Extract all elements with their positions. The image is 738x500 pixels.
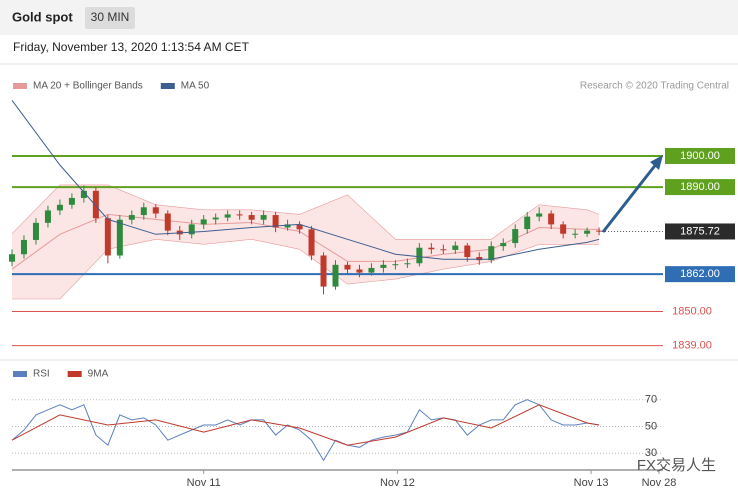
candle-body <box>524 216 531 230</box>
legend-swatch <box>13 83 27 89</box>
ma20-line <box>11 213 600 270</box>
candle-body <box>404 263 411 265</box>
candle-body <box>164 213 171 231</box>
legend-swatch <box>13 371 27 377</box>
candle-body <box>116 219 123 256</box>
legend-swatch <box>160 83 175 89</box>
candle-body <box>236 214 243 216</box>
candle-body <box>92 190 99 219</box>
candle-body <box>20 239 27 255</box>
watermark: FX交易人生 <box>637 456 716 474</box>
candle-body <box>152 207 159 214</box>
price-label-box <box>665 223 735 240</box>
price-label: 1862.00 <box>680 268 720 280</box>
candle-body <box>308 229 315 256</box>
bollinger-band <box>12 184 600 299</box>
source: Research © 2020 Trading Central <box>580 81 729 92</box>
candle-body <box>344 264 351 270</box>
price-label: 1890.00 <box>680 181 720 193</box>
candle-body <box>272 215 279 228</box>
y-tick-label: 30 <box>645 447 657 459</box>
candle-body <box>212 217 219 220</box>
candle-body <box>428 247 435 250</box>
timestamp: Friday, November 13, 2020 1:13:54 AM CET <box>13 40 250 54</box>
timeframe[interactable]: 30 MIN <box>91 10 130 24</box>
candle-body <box>560 224 567 234</box>
candle-body <box>356 269 363 273</box>
candle-body <box>572 233 579 235</box>
legend-label: MA 20 + Bollinger Bands <box>33 81 143 92</box>
arrow-head <box>650 155 663 170</box>
price-panel: MA 20 + Bollinger Bands MA 50 1900.00 1890.… <box>9 81 735 352</box>
price-label: 1850.00 <box>672 305 712 317</box>
legend-label: 9MA <box>88 369 109 380</box>
forecast-arrow <box>601 162 659 233</box>
candle-body <box>368 267 375 273</box>
price-label-box <box>665 147 735 164</box>
candle-body <box>32 222 39 240</box>
candle-body <box>584 230 591 234</box>
price-label: 1875.72 <box>680 225 720 237</box>
candle-body <box>248 215 255 220</box>
candle-body <box>476 257 483 261</box>
candle-body <box>512 229 519 244</box>
y-tick-label: 70 <box>645 394 657 406</box>
title: Gold spot <box>12 9 73 24</box>
price-label-box <box>665 179 735 196</box>
candle-body <box>128 215 135 220</box>
x-tick-label: Nov 28 <box>642 477 677 489</box>
price-label: 1900.00 <box>680 150 720 162</box>
candle-body <box>56 204 63 211</box>
x-tick-label: Nov 11 <box>187 477 221 489</box>
band-upper <box>11 184 600 240</box>
candle-body <box>188 224 195 235</box>
candle-body <box>596 230 603 232</box>
candle-body <box>44 210 51 223</box>
series-line <box>11 399 600 462</box>
legend-swatch <box>67 371 82 377</box>
candle-body <box>320 255 327 287</box>
candle-body <box>380 264 387 268</box>
legend-label: MA 50 <box>181 81 210 92</box>
legend-label: RSI <box>33 369 50 380</box>
candle-body <box>452 245 459 250</box>
price-label-box <box>665 266 735 283</box>
candle-body <box>416 247 423 264</box>
candle-body <box>332 264 339 287</box>
timeframe-badge[interactable] <box>85 7 135 29</box>
x-tick-label: Nov 12 <box>380 477 415 489</box>
candle-body <box>296 224 303 230</box>
candle-body <box>440 249 447 251</box>
candle-body <box>9 254 15 262</box>
candle-body <box>464 245 471 258</box>
candle-body <box>200 219 207 225</box>
price-label: 1839.00 <box>672 340 712 352</box>
candle-body <box>284 224 291 228</box>
rsi-panel: RSI 9MA 70 50 30 Nov 11 Nov 12 Nov 13 Nov 28 FX交易… <box>11 369 716 489</box>
candle-body <box>536 213 543 217</box>
series-line <box>11 404 600 446</box>
candle-body <box>488 246 495 261</box>
candle-body <box>500 243 507 247</box>
x-tick-label: Nov 13 <box>574 477 609 489</box>
y-tick-label: 50 <box>645 420 657 432</box>
candle-body <box>392 264 399 266</box>
candle-body <box>140 207 147 216</box>
candle-body <box>104 218 111 256</box>
candle-body <box>68 197 75 205</box>
candle-body <box>260 215 267 220</box>
candle-body <box>548 213 555 225</box>
candle-body <box>80 190 87 198</box>
candle-body <box>224 214 231 218</box>
ma50-line <box>11 100 600 260</box>
